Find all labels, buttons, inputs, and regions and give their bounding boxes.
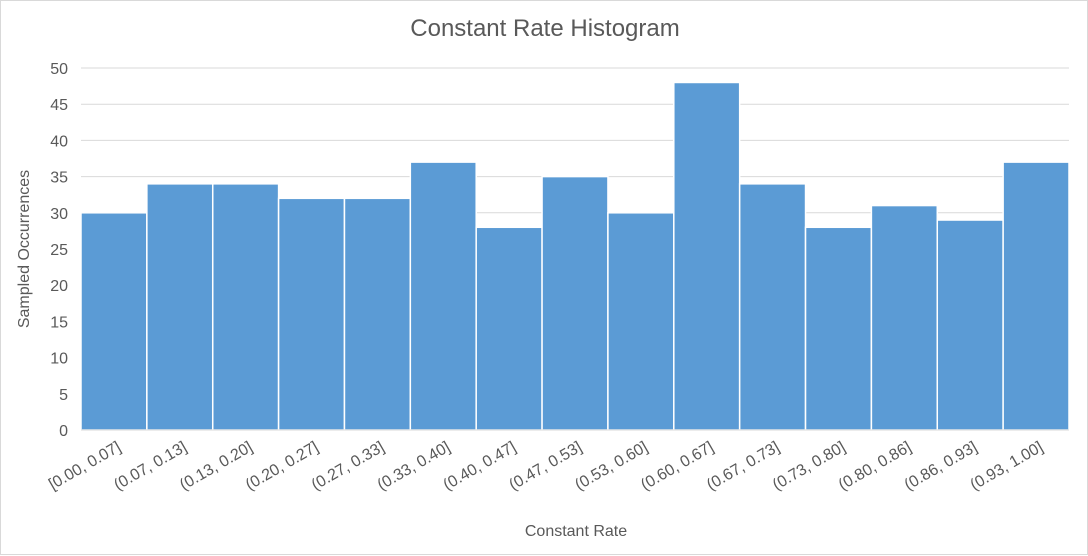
bar bbox=[1002, 161, 1070, 431]
y-tick-label: 45 bbox=[50, 97, 68, 114]
bar bbox=[804, 226, 873, 431]
bar bbox=[409, 161, 477, 431]
x-tick-labels: [0.00, 0.07](0.07, 0.13](0.13, 0.20](0.2… bbox=[46, 439, 1046, 494]
x-tick-label: (0.20, 0.27] bbox=[243, 439, 322, 494]
bar bbox=[475, 226, 543, 431]
chart-title: Constant Rate Histogram bbox=[410, 15, 680, 42]
y-tick-label: 10 bbox=[50, 351, 68, 368]
y-tick-label: 0 bbox=[59, 423, 68, 440]
y-tick-label: 15 bbox=[50, 314, 68, 331]
x-tick-label: (0.60, 0.67] bbox=[638, 439, 717, 494]
bar bbox=[343, 197, 412, 431]
y-tick-label: 30 bbox=[50, 206, 68, 223]
y-axis-label: Sampled Occurrences bbox=[16, 169, 33, 329]
x-tick-label: (0.13, 0.20] bbox=[177, 439, 256, 494]
y-tick-label: 5 bbox=[59, 387, 68, 404]
bar bbox=[936, 219, 1004, 431]
x-tick-label: (0.80, 0.86] bbox=[836, 439, 915, 494]
y-tick-labels: 0 5 10 15 20 25 30 35 40 45 50 bbox=[50, 61, 68, 440]
y-tick-label: 25 bbox=[50, 242, 68, 259]
x-tick-label: (0.27, 0.33] bbox=[309, 439, 388, 494]
bar bbox=[870, 204, 939, 431]
y-tick-label: 20 bbox=[50, 278, 68, 295]
y-tick-label: 35 bbox=[50, 170, 68, 187]
x-tick-label: (0.07, 0.13] bbox=[111, 439, 190, 494]
bars bbox=[80, 81, 1070, 431]
x-tick-label: (0.67, 0.73] bbox=[704, 439, 783, 494]
x-tick-label: (0.53, 0.60] bbox=[572, 439, 651, 494]
y-tick-label: 50 bbox=[50, 61, 68, 78]
x-tick-label: (0.47, 0.53] bbox=[506, 439, 585, 494]
bar bbox=[146, 183, 214, 431]
x-tick-label: (0.40, 0.47] bbox=[441, 439, 520, 494]
bar bbox=[738, 183, 807, 431]
bar bbox=[211, 183, 280, 431]
x-tick-label: (0.86, 0.93] bbox=[902, 439, 981, 494]
x-axis-label: Constant Rate bbox=[524, 523, 628, 540]
bar bbox=[80, 212, 148, 431]
bar bbox=[541, 175, 609, 431]
x-tick-label: (0.73, 0.80] bbox=[770, 439, 849, 494]
bar bbox=[673, 81, 741, 431]
x-tick-label: (0.93, 1.00] bbox=[967, 439, 1046, 494]
x-tick-label: (0.33, 0.40] bbox=[375, 439, 454, 494]
bar bbox=[277, 197, 346, 431]
x-tick-label: [0.00, 0.07] bbox=[46, 439, 124, 494]
y-tick-label: 40 bbox=[50, 133, 68, 150]
bar bbox=[607, 212, 675, 431]
